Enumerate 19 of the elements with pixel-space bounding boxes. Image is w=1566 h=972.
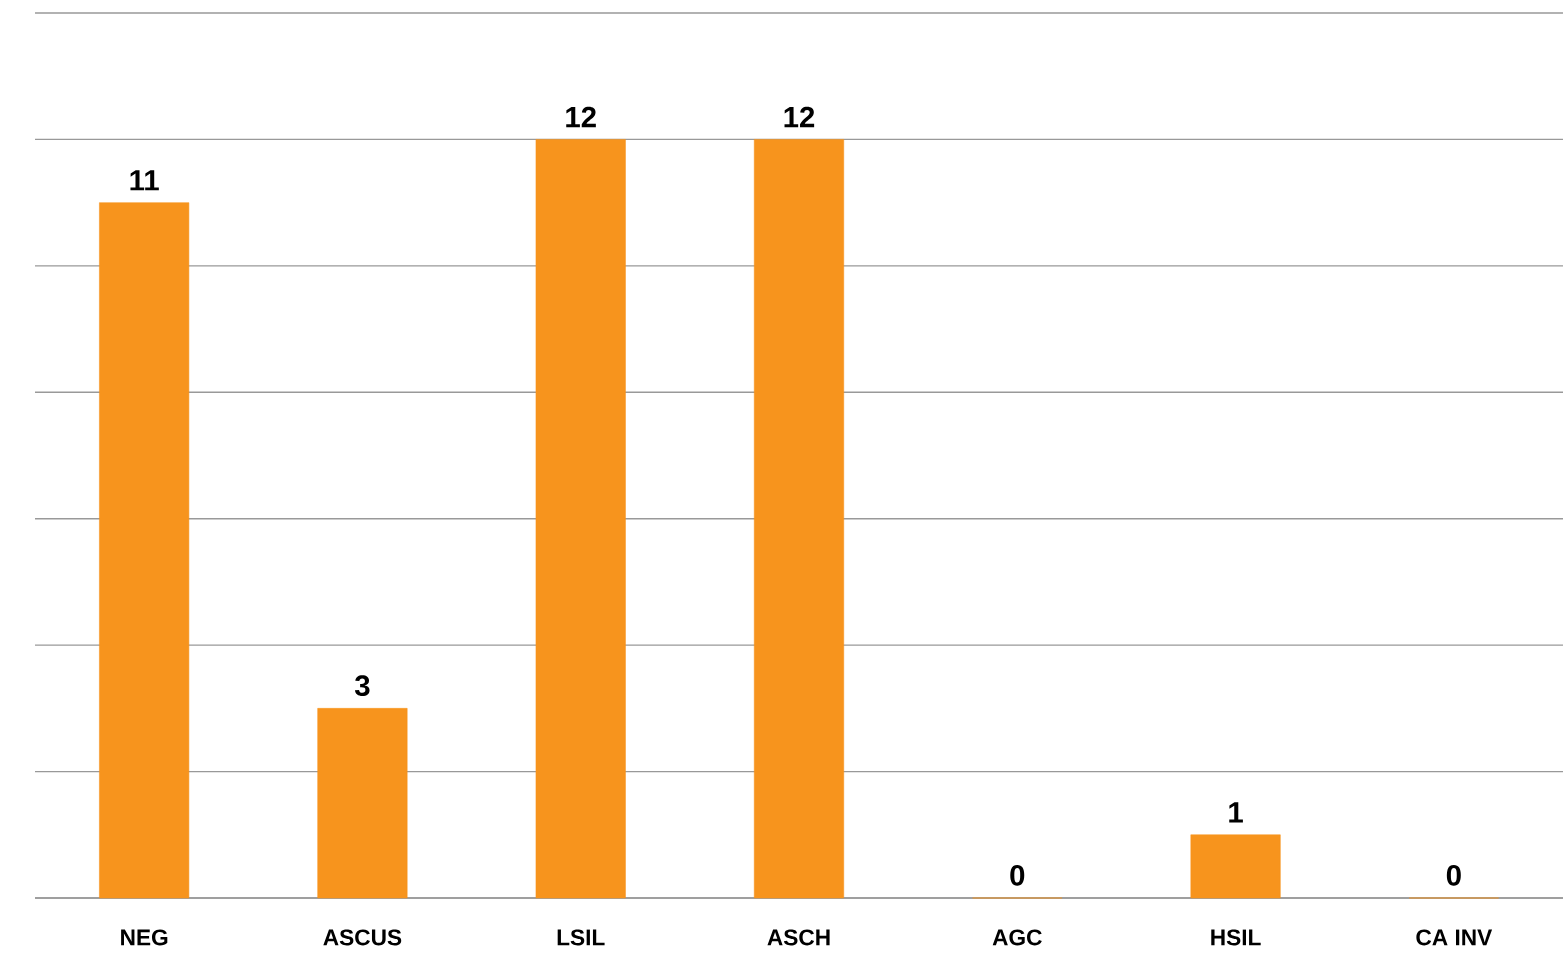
data-label: 0 [1446, 864, 1461, 886]
x-tick-label: LSIL [557, 929, 605, 946]
data-label: 3 [354, 675, 370, 697]
x-tick-label: NEG [121, 929, 168, 946]
bar [753, 139, 845, 899]
x-tick-label: AGC [992, 929, 1042, 946]
x-tick-label: HSIL [1211, 929, 1261, 946]
x-tick-label: ASCUS [323, 929, 402, 946]
data-label: 12 [566, 106, 596, 128]
data-label: 12 [784, 106, 815, 128]
bar [1190, 834, 1281, 899]
data-label: 11 [130, 170, 159, 191]
data-label: 1 [1229, 802, 1243, 823]
bar [99, 202, 190, 899]
bar [535, 139, 626, 899]
data-label: 0 [1010, 864, 1025, 886]
x-tick-label: CA INV [1416, 929, 1493, 946]
x-tick-label: ASCH [767, 929, 830, 946]
bar [317, 708, 408, 899]
